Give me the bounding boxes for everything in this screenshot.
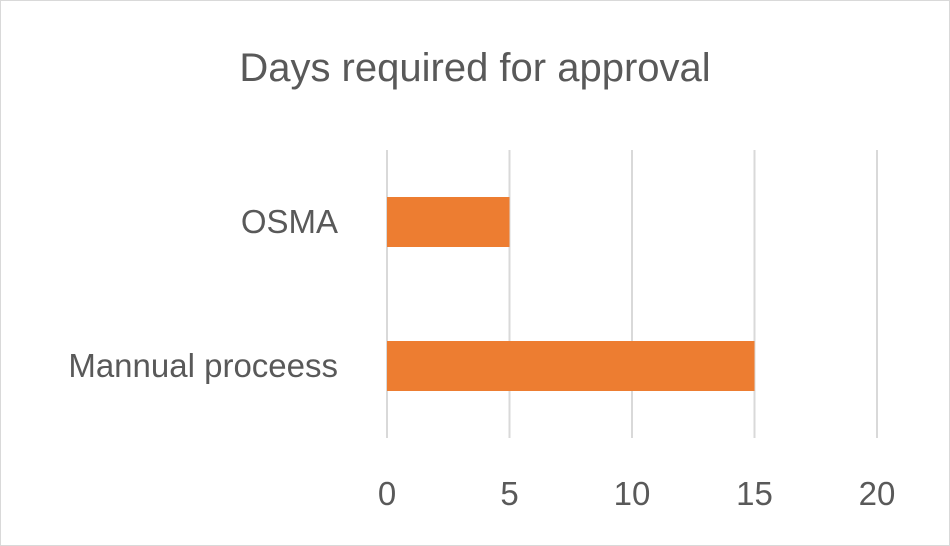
category-label: Mannual proceess xyxy=(68,347,338,384)
x-tick-label: 15 xyxy=(736,475,773,512)
chart-title: Days required for approval xyxy=(239,46,711,90)
x-tick-label: 0 xyxy=(378,475,396,512)
category-labels: OSMA Mannual proceess xyxy=(68,203,338,384)
bars xyxy=(387,197,755,391)
bar xyxy=(387,197,510,247)
tick-labels: 0 5 10 15 20 xyxy=(378,475,896,512)
gridlines xyxy=(386,150,878,438)
x-tick-label: 10 xyxy=(614,475,651,512)
category-label: OSMA xyxy=(241,203,338,240)
bar xyxy=(387,341,755,391)
x-tick-label: 5 xyxy=(500,475,518,512)
x-tick-label: 20 xyxy=(859,475,896,512)
